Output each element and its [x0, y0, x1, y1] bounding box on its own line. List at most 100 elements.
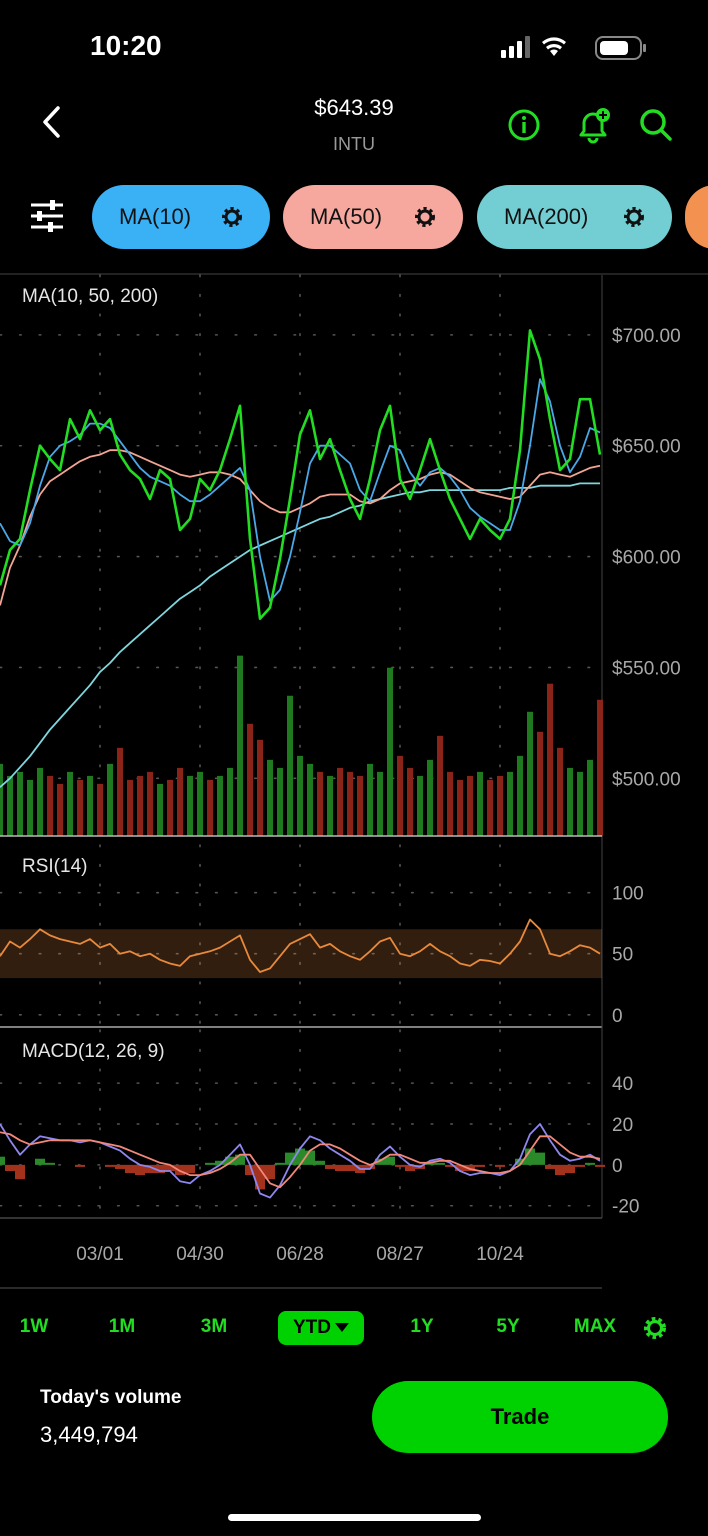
- volume-label: Today's volume: [40, 1387, 182, 1408]
- panel-title: MACD(12, 26, 9): [22, 1041, 165, 1062]
- volume-bar: [137, 775, 143, 836]
- info-icon[interactable]: [508, 109, 540, 141]
- histogram-bar: [405, 1164, 415, 1171]
- volume-bar: [27, 779, 33, 836]
- chip-ma10[interactable]: MA(10): [92, 185, 270, 249]
- volume-bar: [237, 655, 243, 836]
- histogram-bar: [0, 1156, 5, 1165]
- volume-bar: [317, 771, 323, 836]
- histogram-bar: [575, 1164, 585, 1167]
- y-tick-label: 50: [612, 945, 633, 966]
- histogram-bar: [525, 1148, 535, 1165]
- volume-bar: [447, 771, 453, 836]
- range-tab[interactable]: MAX: [573, 1316, 617, 1337]
- volume-bar: [437, 735, 443, 836]
- histogram-bar: [245, 1164, 255, 1176]
- histogram-bar: [135, 1164, 145, 1176]
- histogram-bar: [595, 1164, 605, 1167]
- y-tick-label: $650.00: [612, 437, 681, 458]
- series-line: [0, 329, 602, 620]
- histogram-bar: [215, 1160, 225, 1165]
- range-tab[interactable]: 3M: [200, 1316, 228, 1337]
- range-tab[interactable]: 1Y: [410, 1316, 434, 1337]
- volume-bar: [467, 775, 473, 836]
- histogram-bar: [425, 1162, 435, 1165]
- chip-ma50[interactable]: MA(50): [283, 185, 463, 249]
- y-tick-label: $500.00: [612, 769, 681, 790]
- range-tab[interactable]: 1M: [108, 1316, 136, 1337]
- volume-bar: [107, 763, 113, 836]
- volume-bar: [597, 699, 603, 836]
- histogram-bar: [335, 1164, 345, 1171]
- volume-bar: [177, 767, 183, 836]
- volume-bar: [267, 759, 273, 836]
- histogram-bar: [145, 1164, 155, 1174]
- histogram-bar: [15, 1164, 25, 1180]
- volume-bar: [227, 767, 233, 836]
- volume-bar: [587, 759, 593, 836]
- volume-bar: [387, 667, 393, 836]
- volume-bar: [557, 747, 563, 836]
- dropdown-arrow: [335, 1323, 349, 1332]
- histogram-bar: [275, 1162, 285, 1165]
- y-tick-label: -20: [612, 1197, 639, 1218]
- histogram-bar: [165, 1164, 175, 1171]
- volume-bar: [507, 771, 513, 836]
- volume-bar: [367, 763, 373, 836]
- y-tick-label: $550.00: [612, 658, 681, 679]
- volume-bar: [377, 771, 383, 836]
- histogram-bar: [255, 1164, 265, 1190]
- histogram-bar: [295, 1148, 305, 1165]
- volume-bar: [157, 783, 163, 836]
- volume-bar: [17, 771, 23, 836]
- status-time: 10:20: [90, 30, 162, 61]
- volume-bar: [487, 779, 493, 836]
- chip-ma200[interactable]: MA(200): [477, 185, 672, 249]
- histogram-bar: [5, 1164, 15, 1171]
- volume-bar: [197, 771, 203, 836]
- histogram-bar: [365, 1164, 375, 1169]
- range-tab[interactable]: 5Y: [496, 1316, 520, 1337]
- volume-bar: [497, 775, 503, 836]
- series-line: [0, 918, 601, 973]
- volume-bar: [327, 775, 333, 836]
- volume-bar: [127, 779, 133, 836]
- alert-icon[interactable]: [579, 108, 610, 144]
- gear-icon: [415, 207, 435, 227]
- rsi-band: [0, 929, 602, 979]
- chip-more[interactable]: [685, 185, 708, 249]
- histogram-bar: [305, 1150, 315, 1165]
- search-icon[interactable]: [640, 109, 672, 141]
- back-button[interactable]: [38, 104, 68, 142]
- volume-bar: [477, 771, 483, 836]
- y-tick-label: $600.00: [612, 548, 681, 569]
- volume-bar: [337, 767, 343, 836]
- range-tab[interactable]: YTD: [278, 1311, 364, 1345]
- volume-bar: [257, 739, 263, 836]
- chip-label: MA(200): [504, 204, 589, 229]
- histogram-bar: [515, 1158, 525, 1165]
- header-actions: [508, 108, 672, 144]
- chip-label: MA(10): [119, 204, 192, 229]
- volume-bar: [207, 779, 213, 836]
- series-line: [0, 378, 601, 602]
- histogram-bar: [105, 1164, 115, 1167]
- header-price: $643.39: [314, 95, 394, 120]
- gear-icon: [624, 207, 644, 227]
- histogram-bar: [125, 1164, 135, 1174]
- range-settings[interactable]: [642, 1315, 668, 1341]
- histogram-bar: [475, 1164, 485, 1167]
- histogram-bar: [155, 1164, 165, 1174]
- volume-bar: [517, 755, 523, 836]
- volume-bar: [457, 779, 463, 836]
- volume-bar: [47, 775, 53, 836]
- histogram-bar: [45, 1162, 55, 1165]
- y-tick-label: 0: [612, 1156, 623, 1177]
- trade-button[interactable]: Trade: [372, 1381, 668, 1453]
- range-tab[interactable]: 1W: [19, 1316, 49, 1337]
- volume-bar: [427, 759, 433, 836]
- volume-bar: [217, 775, 223, 836]
- y-tick-label: 20: [612, 1115, 633, 1136]
- settings-sliders[interactable]: [28, 197, 68, 237]
